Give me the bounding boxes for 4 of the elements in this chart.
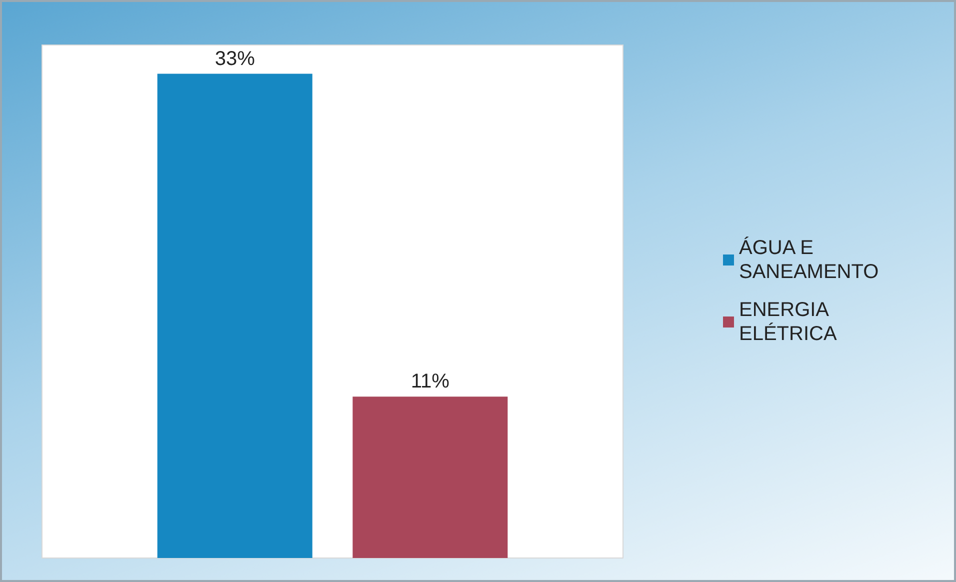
legend-label: ENERGIA ELÉTRICA bbox=[739, 299, 838, 345]
data-label: 33% bbox=[214, 48, 256, 70]
data-label: 11% bbox=[410, 370, 450, 393]
legend-label: ÁGUA E SANEAMENTO bbox=[739, 236, 879, 283]
